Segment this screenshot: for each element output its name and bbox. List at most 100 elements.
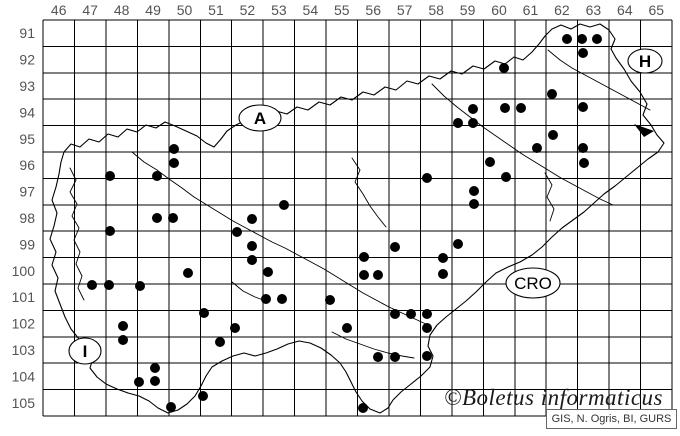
occurrence-dot <box>499 63 509 73</box>
col-label: 56 <box>365 2 381 18</box>
occurrence-dot <box>469 186 479 196</box>
credits-box: GIS, N. Ogris, BI, GURS <box>546 409 677 429</box>
occurrence-dot <box>500 103 510 113</box>
row-label: 102 <box>12 316 36 332</box>
occurrence-dot <box>277 294 287 304</box>
occurrence-dot <box>325 295 335 305</box>
occurrence-dot <box>105 226 115 236</box>
occurrence-dot <box>592 34 602 44</box>
col-label: 53 <box>271 2 287 18</box>
occurrence-dot <box>532 143 542 153</box>
occurrence-dot <box>199 308 209 318</box>
country-oval-h <box>627 48 663 74</box>
occurrence-dot <box>390 352 400 362</box>
col-label: 62 <box>554 2 570 18</box>
occurrence-dot <box>422 351 432 361</box>
country-label-h: H <box>639 52 651 71</box>
occurrence-dot <box>359 270 369 280</box>
occurrence-dot <box>562 34 572 44</box>
river-path <box>547 49 651 111</box>
row-label: 103 <box>12 342 36 358</box>
country-oval-cro <box>505 267 561 299</box>
row-label: 105 <box>12 395 36 411</box>
col-label: 58 <box>428 2 444 18</box>
row-label: 98 <box>19 210 35 226</box>
country-oval-i <box>68 337 102 365</box>
occurrence-dot <box>118 321 128 331</box>
credits-text: GIS, N. Ogris, BI, GURS <box>551 413 672 425</box>
row-label: 101 <box>12 289 36 305</box>
occurrence-dot <box>578 102 588 112</box>
occurrence-dot <box>152 171 162 181</box>
occurrence-dot <box>152 213 162 223</box>
occurrence-dot <box>215 337 225 347</box>
occurrence-dot <box>247 255 257 265</box>
occurrence-dot <box>438 269 448 279</box>
country-oval-a <box>238 104 282 132</box>
occurrence-dot <box>150 376 160 386</box>
occurrence-dot <box>578 143 588 153</box>
river-arrow-detail <box>634 124 654 137</box>
col-label: 46 <box>51 2 67 18</box>
country-label-cro: CRO <box>514 274 552 293</box>
occurrence-dot <box>390 309 400 319</box>
occurrence-dot <box>104 280 114 290</box>
row-label: 97 <box>19 184 35 200</box>
occurrence-dot <box>247 214 257 224</box>
occurrence-dot <box>247 241 257 251</box>
occurrence-dot <box>579 158 589 168</box>
occurrence-dot <box>516 103 526 113</box>
col-label: 54 <box>303 2 319 18</box>
row-label: 99 <box>19 236 35 252</box>
row-label: 92 <box>19 52 35 68</box>
occurrence-dot <box>118 335 128 345</box>
col-label: 49 <box>145 2 161 18</box>
occurrence-dot <box>263 267 273 277</box>
occurrence-dot <box>548 130 558 140</box>
occurrence-dot <box>422 323 432 333</box>
occurrence-dot <box>406 309 416 319</box>
col-label: 60 <box>491 2 507 18</box>
col-label: 63 <box>586 2 602 18</box>
occurrence-dot <box>358 403 368 413</box>
river-path <box>69 167 85 301</box>
occurrence-dot <box>390 242 400 252</box>
col-label: 47 <box>82 2 98 18</box>
row-label: 100 <box>12 263 36 279</box>
row-label: 104 <box>12 368 36 384</box>
occurrence-dot <box>422 173 432 183</box>
river-path <box>231 281 267 302</box>
occurrence-dot <box>183 268 193 278</box>
occurrence-dot <box>501 172 511 182</box>
occurrence-dot <box>169 158 179 168</box>
occurrence-dot <box>342 323 352 333</box>
col-label: 50 <box>177 2 193 18</box>
occurrence-dot <box>166 402 176 412</box>
country-label-a: A <box>254 109 266 128</box>
occurrence-dot <box>453 239 463 249</box>
col-label: 52 <box>240 2 256 18</box>
col-label: 64 <box>617 2 633 18</box>
row-label: 95 <box>19 131 35 147</box>
col-label: 59 <box>460 2 476 18</box>
occurrence-dot <box>468 104 478 114</box>
occurrence-dot <box>279 200 289 210</box>
occurrence-dot <box>485 157 495 167</box>
occurrence-dot <box>547 89 557 99</box>
col-label: 61 <box>523 2 539 18</box>
occurrence-dot <box>469 199 479 209</box>
col-label: 57 <box>397 2 413 18</box>
occurrence-dot <box>422 309 432 319</box>
river-path <box>131 151 429 326</box>
occurrence-dot <box>373 270 383 280</box>
col-label: 65 <box>648 2 664 18</box>
occurrence-dot <box>438 253 448 263</box>
occurrence-dot <box>198 391 208 401</box>
occurrence-dot <box>359 252 369 262</box>
occurrence-dot <box>453 118 463 128</box>
occurrence-dot <box>577 34 587 44</box>
col-label: 51 <box>208 2 224 18</box>
occurrence-dot <box>168 213 178 223</box>
occurrence-dot <box>134 377 144 387</box>
